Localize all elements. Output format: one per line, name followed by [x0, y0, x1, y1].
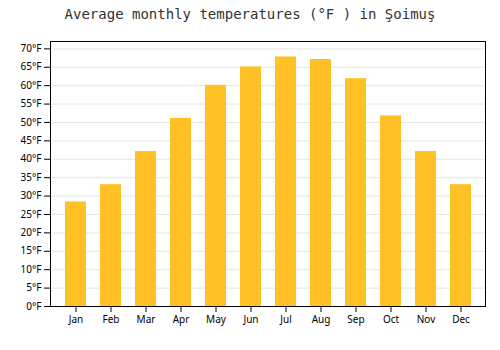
svg-text:Jul: Jul [279, 312, 292, 326]
svg-text:Sep: Sep [347, 312, 364, 326]
svg-text:10°F: 10°F [21, 262, 42, 276]
svg-text:40°F: 40°F [21, 151, 42, 165]
svg-text:50°F: 50°F [21, 115, 42, 129]
svg-text:Feb: Feb [103, 312, 120, 326]
svg-text:Apr: Apr [173, 312, 190, 326]
svg-text:Jan: Jan [68, 312, 84, 326]
svg-text:65°F: 65°F [21, 59, 42, 73]
svg-text:30°F: 30°F [21, 188, 42, 202]
svg-text:5°F: 5°F [26, 280, 41, 294]
svg-text:Aug: Aug [312, 312, 331, 326]
svg-text:Jun: Jun [242, 312, 258, 326]
svg-text:70°F: 70°F [21, 41, 42, 55]
html-text:Average monthly temperatures (: Average monthly temperatures (°F ) in Şo… [64, 6, 436, 22]
svg-text:Dec: Dec [452, 312, 470, 326]
svg-text:25°F: 25°F [21, 207, 42, 221]
svg-text:45°F: 45°F [21, 133, 42, 147]
svg-text:Mar: Mar [137, 312, 156, 326]
svg-text:35°F: 35°F [21, 170, 42, 184]
svg-text:Nov: Nov [417, 312, 436, 326]
svg-text:May: May [206, 312, 227, 326]
svg-text:55°F: 55°F [21, 96, 42, 110]
svg-text:0°F: 0°F [26, 299, 41, 313]
svg-text:Oct: Oct [383, 312, 400, 326]
svg-text:20°F: 20°F [21, 225, 42, 239]
svg-text:60°F: 60°F [21, 78, 42, 92]
svg-text:15°F: 15°F [21, 243, 42, 257]
